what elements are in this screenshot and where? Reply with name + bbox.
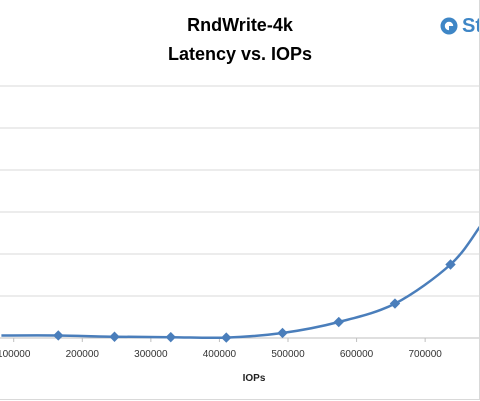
data-point-marker — [333, 316, 344, 328]
x-tick-label: 200000 — [66, 349, 100, 360]
x-tick-label: 500000 — [271, 349, 305, 360]
data-point-marker — [109, 331, 120, 342]
data-point-marker — [277, 327, 288, 339]
data-point-marker — [445, 259, 456, 270]
chart-title: RndWrite-4k — [187, 15, 293, 35]
brand-logo: St — [440, 14, 480, 38]
x-tick-label: 300000 — [134, 349, 168, 360]
brand-logo-text: St — [462, 14, 480, 37]
data-point-marker — [389, 298, 401, 309]
brand-logo-icon — [440, 17, 458, 35]
x-axis-title: IOPs — [243, 373, 266, 384]
x-tick-label: 400000 — [203, 349, 237, 360]
data-point-marker — [221, 332, 232, 343]
chart-subtitle: Latency vs. IOPs — [167, 44, 313, 64]
x-tick-label: 700000 — [408, 349, 442, 360]
x-tick-label: 600000 — [340, 349, 374, 360]
data-point-marker — [165, 331, 176, 343]
x-tick-label: 100000 — [0, 349, 31, 360]
data-point-marker — [53, 330, 64, 341]
series-line — [1, 225, 480, 340]
